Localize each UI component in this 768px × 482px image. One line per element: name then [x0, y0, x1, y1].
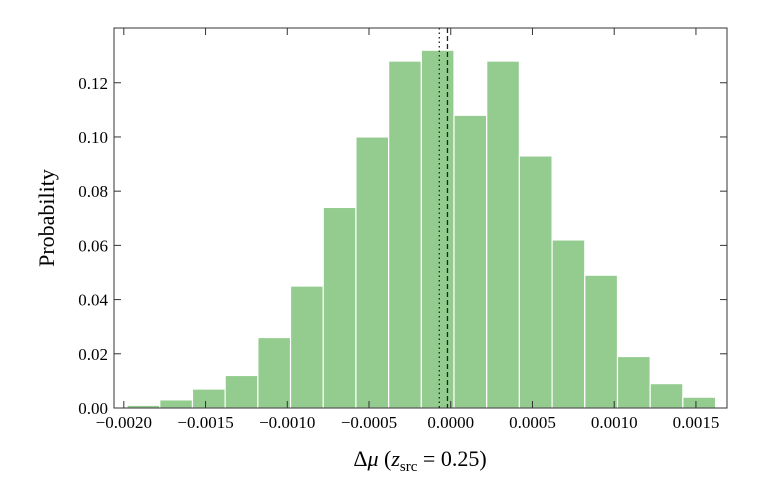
- y-tick-label: 0.12: [78, 74, 108, 93]
- y-tick-label: 0.08: [78, 182, 108, 201]
- bar: [355, 136, 390, 409]
- bar: [159, 399, 194, 409]
- x-tick-label: −0.0010: [259, 413, 315, 432]
- x-tick-label: 0.0000: [427, 413, 474, 432]
- bar: [551, 239, 586, 409]
- x-label-part: z: [390, 446, 400, 471]
- bar: [191, 388, 226, 409]
- bar: [289, 285, 324, 409]
- x-label-part: μ: [366, 446, 378, 471]
- bar: [388, 60, 422, 409]
- x-tick-label: 0.0010: [591, 413, 638, 432]
- bar: [257, 336, 292, 409]
- x-label-part: = 0.25): [417, 446, 486, 471]
- x-label-part: src: [400, 459, 418, 475]
- y-tick-label: 0.06: [78, 236, 108, 255]
- bar: [616, 355, 651, 409]
- bar: [322, 206, 357, 409]
- x-tick-label: 0.0015: [673, 413, 720, 432]
- bar: [486, 60, 520, 409]
- bar: [518, 155, 553, 409]
- x-tick-label: 0.0005: [509, 413, 556, 432]
- y-tick-label: 0.02: [78, 345, 108, 364]
- y-tick-label: 0.00: [78, 399, 108, 418]
- bar: [584, 274, 619, 409]
- x-tick-label: −0.0015: [177, 413, 233, 432]
- x-tick-label: −0.0020: [96, 413, 152, 432]
- bar: [649, 383, 684, 409]
- bar: [224, 374, 259, 409]
- y-axis-label: Probability: [34, 169, 59, 267]
- bar: [453, 114, 488, 409]
- bar: [682, 396, 717, 409]
- y-tick-label: 0.10: [78, 128, 108, 147]
- y-tick-label: 0.04: [78, 291, 108, 310]
- plot-frame: [113, 27, 728, 409]
- x-axis-label: Δμ (zsrc = 0.25): [353, 446, 486, 475]
- bar: [420, 49, 455, 409]
- x-label-part: Δ: [353, 446, 367, 471]
- x-tick-label: −0.0005: [341, 413, 397, 432]
- x-label-part: (: [379, 446, 392, 471]
